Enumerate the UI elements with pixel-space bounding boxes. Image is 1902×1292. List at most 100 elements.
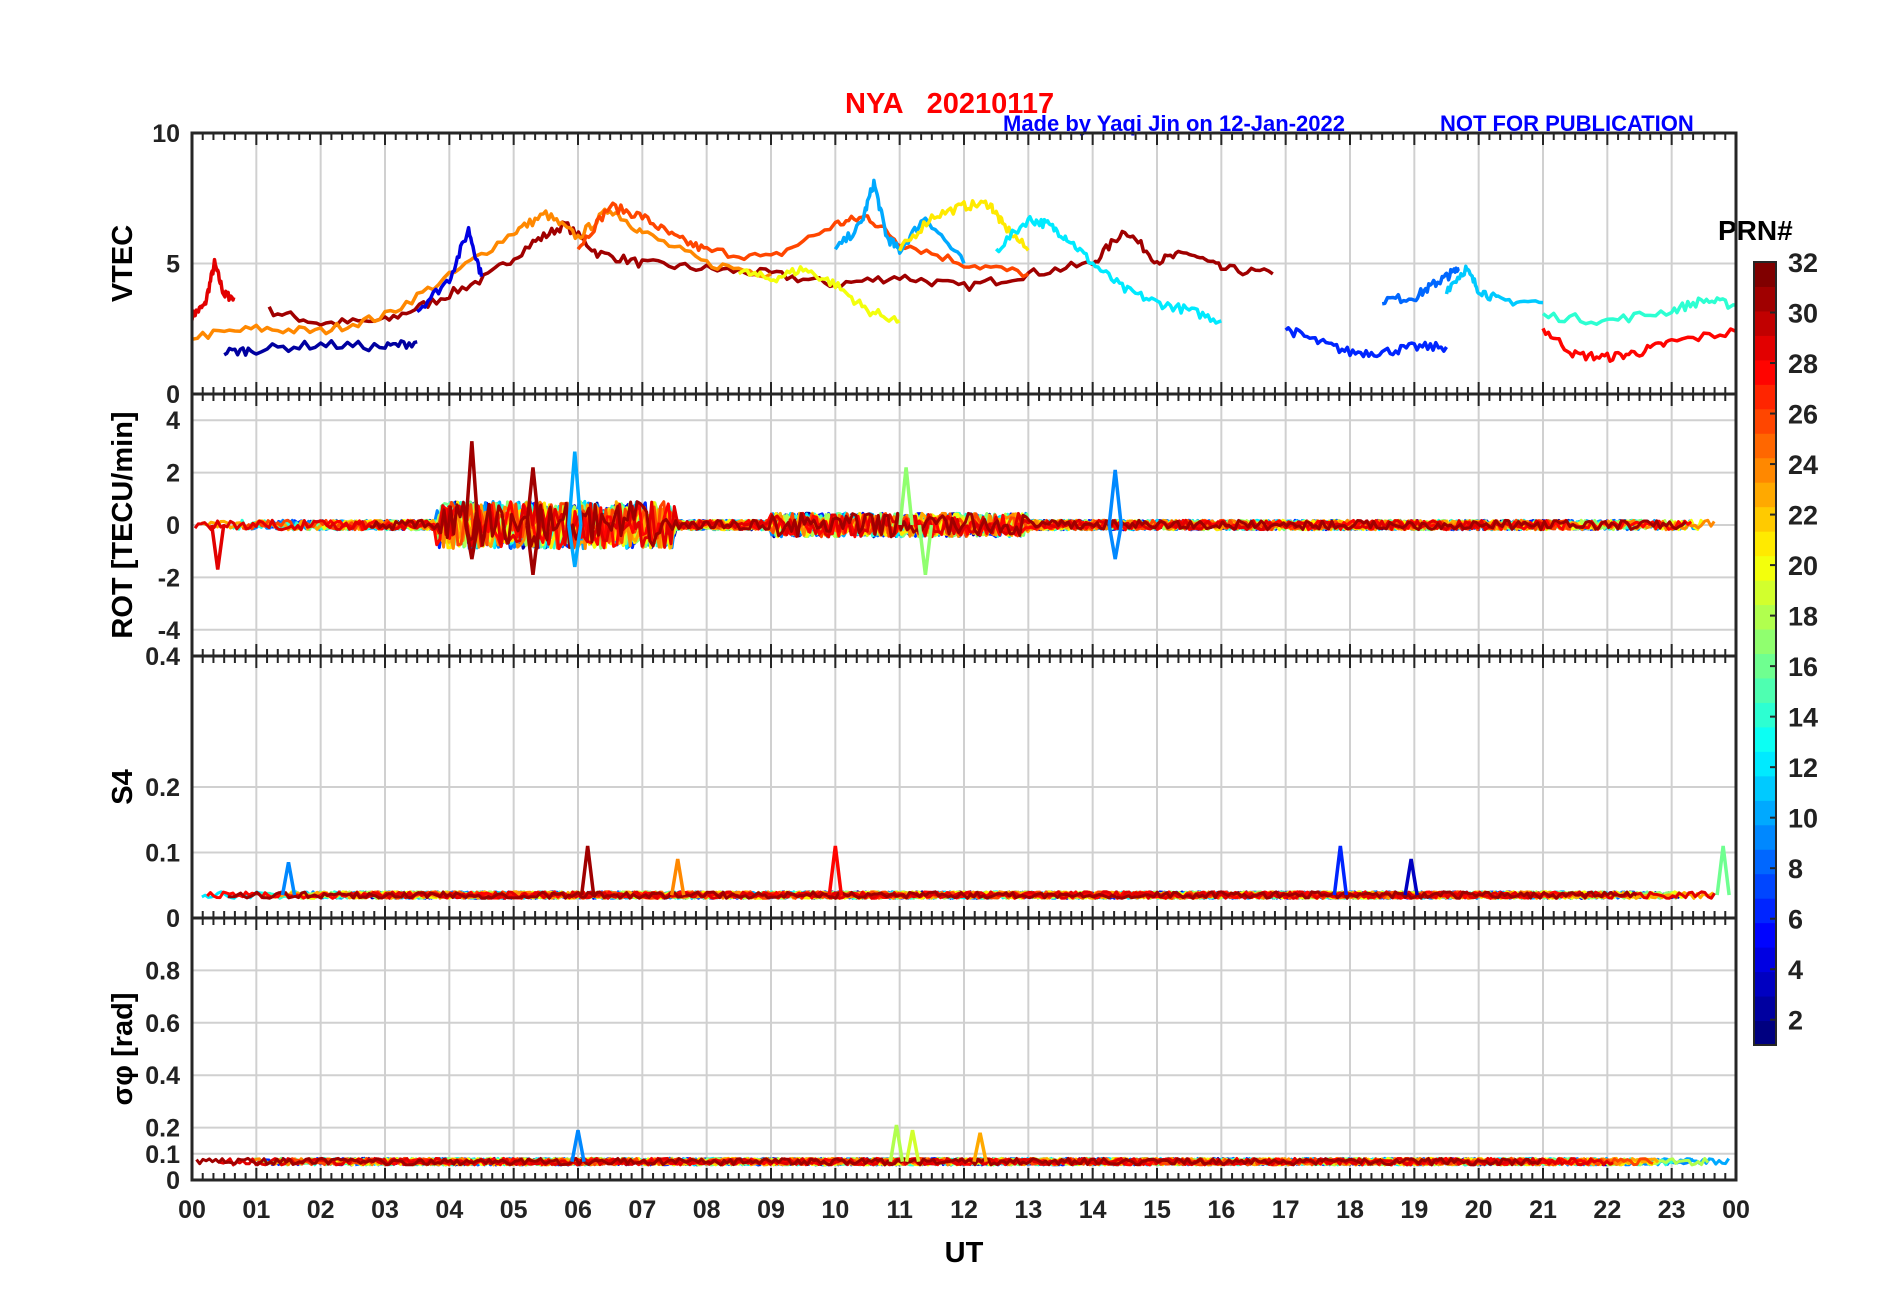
x-tick-label: 23: [1658, 1196, 1686, 1224]
vtec-series-prn-10: [833, 178, 966, 265]
colorbar-tick-label: 4: [1788, 955, 1803, 985]
spike-prn-9: [1107, 524, 1123, 560]
colorbar-tick-label: 16: [1788, 652, 1818, 682]
trace-prn-31: [195, 1156, 1543, 1167]
colorbar-tick-label: 6: [1788, 905, 1803, 935]
x-tick-label: 13: [1014, 1196, 1042, 1224]
spike-prn-31: [579, 845, 596, 896]
colorbar-tick-label: 28: [1788, 349, 1818, 379]
colorbar-segment: [1754, 898, 1776, 924]
colorbar-tick-label: 18: [1788, 602, 1818, 632]
vtec-series-prn-24: [192, 207, 772, 342]
spike-prn-31: [525, 467, 541, 526]
y-tick-label: -2: [158, 564, 180, 592]
x-tick-label: 07: [628, 1196, 656, 1224]
panel-3: 0.4 0.2 0.1 0 S4: [107, 643, 1738, 933]
x-tick-label: 00: [1722, 1196, 1750, 1224]
y-axis-label: S4: [107, 769, 139, 804]
colorbar-segment: [1754, 849, 1776, 875]
vtec-series-prn-8: [1381, 266, 1461, 306]
x-tick-label: 12: [950, 1196, 978, 1224]
colorbar-segment: [1754, 580, 1776, 606]
y-tick-label: -4: [158, 617, 180, 645]
spike-prn-16: [1715, 845, 1731, 896]
data-layer: [192, 178, 1736, 363]
x-tick-label: 19: [1400, 1196, 1428, 1224]
data-layer: [195, 1124, 1730, 1167]
colorbar-segment: [1754, 262, 1776, 287]
spike-prn-31: [464, 441, 480, 526]
y-tick-label: 0: [166, 512, 180, 540]
vtec-series-prn-11: [1444, 264, 1544, 307]
x-tick-label: 08: [693, 1196, 721, 1224]
spike-prn-6: [1332, 845, 1349, 896]
panel-frame: [190, 916, 1738, 1182]
vtec-series-prn-21: [898, 199, 1030, 252]
colorbar-segment: [1754, 531, 1776, 557]
vtec-series-prn-2: [223, 339, 418, 357]
spike-prn-9: [1107, 469, 1123, 526]
spike-prn-17: [898, 467, 914, 526]
colorbar-segment: [1754, 482, 1776, 508]
colorbar-segment: [1754, 800, 1776, 826]
colorbar-segment: [1754, 677, 1776, 703]
colorbar-segment: [1754, 1020, 1776, 1046]
colorbar-tick-label: 12: [1788, 753, 1818, 783]
colorbar-segment: [1754, 702, 1776, 728]
y-tick-label: 0.6: [145, 1010, 180, 1038]
x-tick-label: 17: [1272, 1196, 1300, 1224]
spike-prn-24: [669, 858, 686, 896]
colorbar-segment: [1754, 653, 1776, 679]
y-tick-label: 10: [152, 120, 180, 148]
vtec-series-prn-31: [267, 220, 1274, 328]
colorbar-label: PRN#: [1718, 215, 1793, 246]
y-axis-label: VTEC: [107, 225, 139, 302]
colorbar-segment: [1754, 604, 1776, 630]
spike-prn-31: [464, 524, 480, 560]
x-tick-label: 04: [435, 1196, 463, 1224]
y-tick-label: 0: [166, 905, 180, 933]
y-tick-label: 5: [166, 251, 180, 279]
y-tick-label: 0: [166, 381, 180, 409]
colorbar-segment: [1754, 457, 1776, 483]
vtec-series-prn-6: [1284, 326, 1448, 359]
x-tick-label: 16: [1207, 1196, 1235, 1224]
spike-prn-9: [570, 1129, 586, 1163]
panel-2: 4 2 0 -2 -4 ROT [TECU/min]: [107, 392, 1738, 658]
data-layer: [201, 845, 1731, 900]
x-axis-label: UT: [945, 1237, 984, 1269]
y-tick-label: 2: [166, 460, 180, 488]
colorbar-segment: [1754, 359, 1776, 385]
colorbar-tick-label: 30: [1788, 299, 1818, 329]
colorbar-tick-label: 8: [1788, 854, 1803, 884]
y-tick-label: 0.4: [145, 1062, 180, 1090]
y-tick-label: 0.1: [145, 1141, 180, 1169]
colorbar-segment: [1754, 971, 1776, 997]
spike-prn-31: [525, 524, 541, 576]
spike-prn-10: [567, 524, 583, 568]
chart-title: NYA 20210117: [845, 88, 1055, 120]
trace-prn-29: [349, 890, 1716, 900]
spike-prn-19: [904, 1129, 921, 1163]
x-tick-label: 11: [886, 1196, 913, 1224]
x-tick-label: 05: [500, 1196, 528, 1224]
spike-prn-10: [567, 451, 583, 526]
y-tick-label: 0.4: [145, 643, 180, 671]
colorbar-tick-label: 2: [1788, 1006, 1803, 1036]
panel-4: 0.8 0.6 0.4 0.20.10 σφ [rad]: [107, 916, 1738, 1195]
colorbar-segment: [1754, 433, 1776, 459]
vtec-series-prn-26: [576, 201, 1030, 279]
spike-prn-29: [209, 524, 226, 570]
colorbar-segment: [1754, 726, 1776, 752]
spike-prn-3: [1403, 858, 1419, 896]
colorbar-segment: [1754, 873, 1776, 899]
x-tick-label: 00: [178, 1196, 206, 1224]
colorbar-tick-label: 22: [1788, 501, 1818, 531]
y-tick-label: 0.1: [145, 840, 180, 868]
vtec-series-prn-28: [1541, 327, 1736, 363]
spike-prn-28: [827, 845, 844, 896]
colorbar-segment: [1754, 775, 1776, 801]
colorbar-segment: [1754, 506, 1776, 532]
